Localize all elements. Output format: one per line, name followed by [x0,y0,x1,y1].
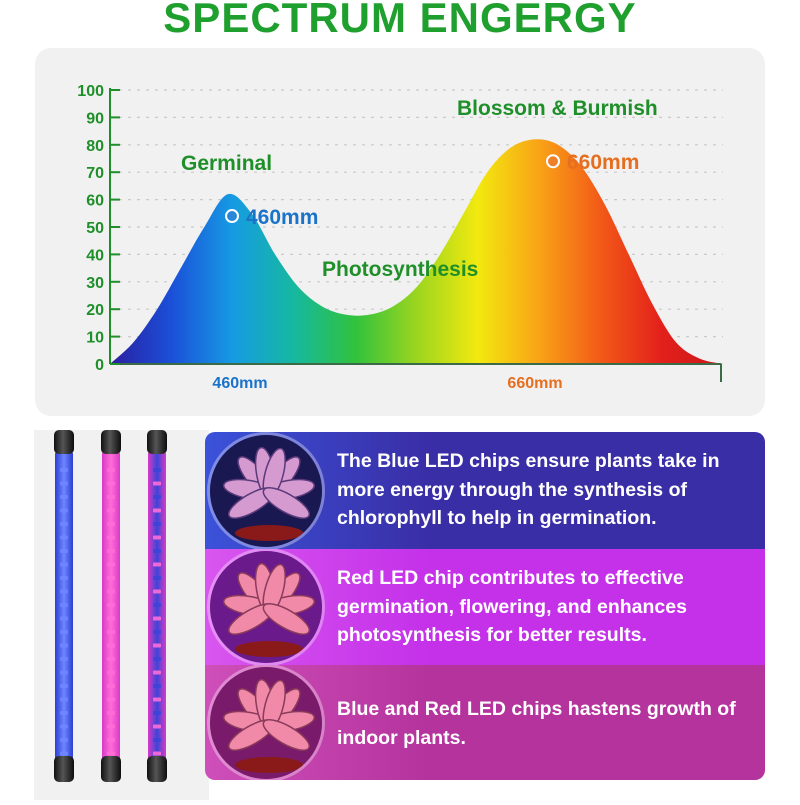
plant-photo-blue [207,432,325,549]
spectrum-chart-panel: 0 10 20 30 40 50 60 70 80 90 100 460mm 660mm 460mm 660… [35,48,765,416]
y-tick-label: 0 [95,357,104,374]
page-title: SPECTRUM ENGERGY [163,0,637,41]
y-tick-label: 80 [86,138,104,155]
y-tick-label: 30 [86,275,104,292]
tube-end-cap [54,430,74,454]
led-tube [147,430,167,782]
x-tick-label: 460mm [212,375,267,392]
led-tubes [54,430,167,782]
y-tick-label: 40 [86,247,104,264]
feature-text-red: Red LED chip contributes to effective ge… [337,567,687,646]
led-tube [101,430,121,782]
led-tube [54,430,74,782]
tube-end-cap [147,756,167,782]
plant-icon [210,435,322,547]
y-tick-label: 60 [86,193,104,210]
peak-label: 460mm [246,206,318,229]
plant-photo-red [207,549,325,665]
chart-annotation: Germinal [181,152,272,175]
y-tick-label: 50 [86,220,104,237]
feature-text-blue: The Blue LED chips ensure plants take in… [337,450,720,529]
y-tick-label: 90 [86,110,104,127]
chart-axes: 0 10 20 30 40 50 60 70 80 90 100 460mm 660mm [77,83,722,392]
tube-end-cap [54,756,74,782]
tube-end-cap [101,756,121,782]
x-tick-label: 660mm [507,375,562,392]
spectrum-chart: 0 10 20 30 40 50 60 70 80 90 100 460mm 660mm 460mm 660… [77,83,723,392]
y-tick-label: 20 [86,302,104,319]
feature-list: The Blue LED chips ensure plants take in… [205,432,765,780]
plant-icon [210,551,322,663]
feature-text-mixed: Blue and Red LED chips hastens growth of… [337,698,736,749]
peak-marker [546,154,560,169]
chart-annotation: Photosynthesis [322,258,478,281]
plant-icon [210,667,322,779]
y-tick-label: 10 [86,330,104,347]
tube-end-cap [147,430,167,454]
peak-label: 660mm [567,151,639,174]
feature-row-red: Red LED chip contributes to effective ge… [205,549,765,665]
chart-annotation: Blossom & Burmish [457,97,658,120]
y-tick-label: 70 [86,165,104,182]
led-tube-panel [34,430,209,800]
feature-row-mixed: Blue and Red LED chips hastens growth of… [205,665,765,780]
y-tick-label: 100 [77,83,104,100]
spectrum-area [110,139,723,364]
tube-end-cap [101,430,121,454]
peak-marker [225,209,239,224]
plant-photo-mixed [207,665,325,780]
feature-row-blue: The Blue LED chips ensure plants take in… [205,432,765,549]
